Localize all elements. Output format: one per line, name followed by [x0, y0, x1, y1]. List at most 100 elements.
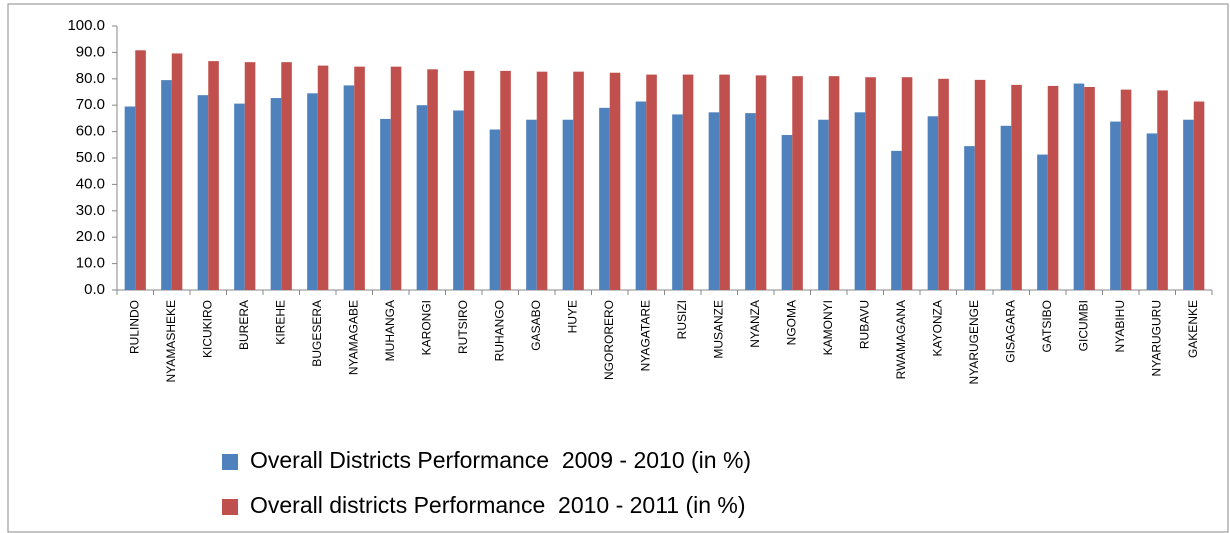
bar [416, 105, 428, 290]
legend-swatch [222, 499, 238, 515]
x-tick-label: NYARUGURU [1149, 300, 1163, 376]
bar [562, 119, 574, 290]
x-tick-label: MUHANGA [383, 300, 397, 361]
bar [1120, 89, 1132, 291]
bar [281, 62, 292, 290]
y-tick-label: 40.0 [76, 175, 105, 192]
x-tick-label: GATSIBO [1040, 300, 1054, 352]
y-tick-label: 0.0 [84, 281, 105, 298]
bar [792, 76, 803, 290]
bar [646, 74, 657, 291]
bar [901, 77, 913, 290]
x-tick-label: BUGESERA [310, 300, 324, 367]
bar [1146, 133, 1158, 290]
x-tick-label: GICUMBI [1076, 300, 1090, 351]
bar [489, 129, 501, 290]
bar [755, 75, 767, 290]
bar [161, 80, 172, 291]
bar [1183, 119, 1194, 290]
bar [781, 135, 793, 290]
bar [599, 107, 610, 290]
bar [427, 69, 438, 291]
x-tick-label: RWAMAGANA [894, 300, 908, 379]
x-tick-label: KAMONYI [821, 300, 835, 355]
bar [244, 62, 256, 290]
y-tick-label: 100.0 [67, 17, 105, 34]
bar [208, 61, 219, 290]
bar [672, 114, 683, 290]
x-tick-label: HUYE [565, 300, 579, 333]
y-tick-label: 80.0 [76, 70, 105, 87]
x-tick-label: GASABO [529, 300, 543, 351]
x-tick-label: NGORORERO [602, 300, 616, 380]
x-tick-label: KIREHE [273, 300, 287, 345]
x-tick-label: RUHANGO [492, 300, 506, 361]
bar [1037, 154, 1048, 290]
bar [317, 65, 329, 290]
x-tick-label: NYARUGENGE [967, 300, 981, 384]
bar [818, 119, 829, 290]
bar [463, 70, 475, 290]
x-tick-label: NGOMA [784, 300, 798, 345]
bar [719, 74, 730, 291]
bar [609, 72, 621, 290]
bar [1110, 121, 1121, 291]
bar [526, 119, 537, 290]
y-tick-label: 50.0 [76, 149, 105, 166]
y-tick-label: 10.0 [76, 255, 105, 272]
bar [1193, 101, 1205, 290]
x-tick-label: GISAGARA [1003, 300, 1017, 363]
bar [135, 50, 146, 291]
bar [171, 53, 183, 291]
bar [865, 77, 876, 290]
y-tick-label: 20.0 [76, 228, 105, 245]
x-tick-label: RUTSIRO [456, 300, 470, 354]
bar [380, 118, 391, 290]
x-tick-label: KICUKIRO [200, 300, 214, 358]
bar [828, 76, 840, 290]
legend-label: Overall districts Performance 2010 - 201… [250, 492, 746, 518]
x-tick-label: MUSANZE [711, 300, 725, 359]
x-tick-label: KAYONZA [930, 300, 944, 356]
bar [708, 112, 720, 290]
x-tick-label: RUBAVU [857, 300, 871, 349]
bar [573, 71, 584, 290]
bar [1157, 90, 1168, 290]
x-tick-label: NYABIHU [1113, 300, 1127, 352]
bar [197, 95, 209, 290]
bar [635, 101, 647, 290]
bar [354, 66, 365, 290]
y-tick-label: 30.0 [76, 202, 105, 219]
bar [745, 113, 756, 291]
x-tick-label: NYANZA [748, 300, 762, 348]
y-tick-label: 70.0 [76, 96, 105, 113]
x-tick-label: NYAMASHEKE [164, 300, 178, 382]
bar [1073, 83, 1085, 290]
bar [536, 71, 548, 290]
chart-border [7, 3, 1229, 533]
x-tick-label: GAKENKE [1186, 300, 1200, 358]
bar [500, 70, 511, 290]
bar [270, 98, 282, 291]
bar [307, 93, 318, 290]
bar [1084, 86, 1095, 290]
bar [234, 103, 245, 290]
y-tick-label: 90.0 [76, 43, 105, 60]
bar [1047, 85, 1059, 290]
bar [938, 78, 949, 290]
bar [891, 150, 902, 290]
bar [343, 85, 355, 291]
x-tick-label: KARONGI [419, 300, 433, 355]
bar [1011, 84, 1022, 290]
x-tick-label: NYAGATARE [638, 300, 652, 371]
bar [974, 79, 986, 290]
legend-swatch [222, 454, 238, 470]
y-tick-label: 60.0 [76, 123, 105, 140]
bar [453, 110, 464, 290]
x-tick-label: NYAMAGABE [346, 300, 360, 375]
bar [124, 106, 136, 291]
x-tick-label: BURERA [237, 300, 251, 350]
legend-label: Overall Districts Performance 2009 - 201… [250, 447, 751, 473]
bar [682, 74, 694, 291]
